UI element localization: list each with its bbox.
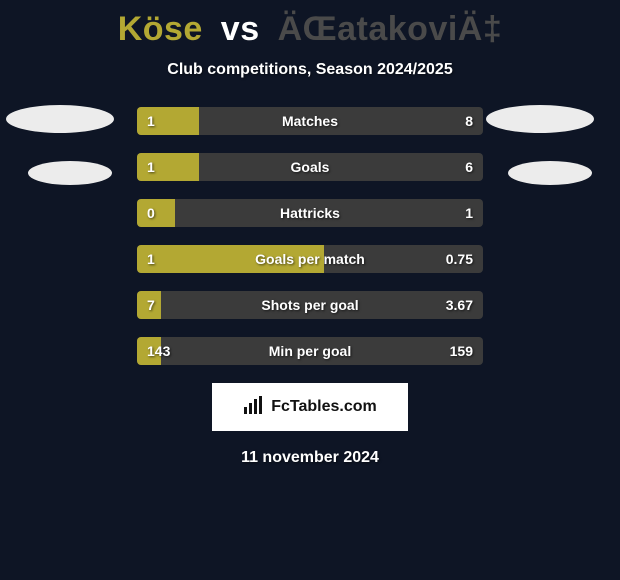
stat-row: 16Goals xyxy=(137,153,483,181)
stat-row: 10.75Goals per match xyxy=(137,245,483,273)
avatar-placeholder-right-2 xyxy=(508,161,592,185)
vs-label: vs xyxy=(221,10,260,48)
avatar-placeholder-left-2 xyxy=(28,161,112,185)
brand-text: FcTables.com xyxy=(271,398,377,416)
stat-label: Goals per match xyxy=(137,245,483,273)
stat-label: Min per goal xyxy=(137,337,483,365)
player2-name: ÄŒatakoviÄ‡ xyxy=(278,10,503,48)
brand-chart-icon xyxy=(243,395,265,420)
chart-stage: 18Matches 16Goals 01Hattricks 10.75Goals pe… xyxy=(0,107,620,467)
stat-row: 73.67Shots per goal xyxy=(137,291,483,319)
stat-row: 01Hattricks xyxy=(137,199,483,227)
stat-row: 18Matches xyxy=(137,107,483,135)
brand-box: FcTables.com xyxy=(212,383,408,431)
stats-bars: 18Matches 16Goals 01Hattricks 10.75Goals pe… xyxy=(137,107,483,365)
subtitle: Club competitions, Season 2024/2025 xyxy=(0,61,620,79)
avatar-placeholder-left-1 xyxy=(6,105,114,133)
stat-label: Goals xyxy=(137,153,483,181)
comparison-title: Köse vs ÄŒatakoviÄ‡ xyxy=(0,0,620,49)
player1-name: Köse xyxy=(118,10,203,48)
stat-row: 143159Min per goal xyxy=(137,337,483,365)
date-line: 11 november 2024 xyxy=(0,449,620,467)
stat-label: Matches xyxy=(137,107,483,135)
avatar-placeholder-right-1 xyxy=(486,105,594,133)
stat-label: Hattricks xyxy=(137,199,483,227)
stat-label: Shots per goal xyxy=(137,291,483,319)
